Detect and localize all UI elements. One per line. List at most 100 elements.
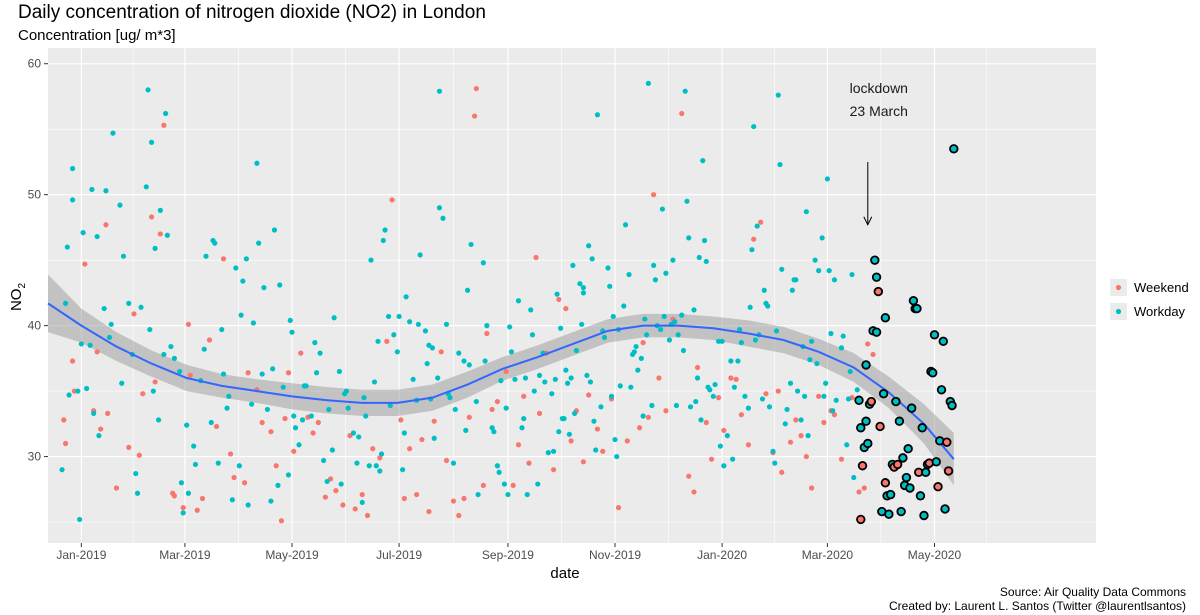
point-workday (572, 410, 578, 416)
point-weekend (180, 505, 186, 511)
point-workday (640, 413, 646, 419)
x-tick-label: Mar-2020 (802, 548, 854, 562)
point-workday (268, 498, 274, 504)
point-workday (519, 425, 525, 431)
point-workday (271, 227, 278, 233)
point-workday (805, 433, 811, 439)
point-weekend (816, 393, 822, 399)
point-workday (507, 324, 513, 330)
caption-credit: Created by: Laurent L. Santos (Twitter @… (889, 599, 1186, 613)
point-workday (417, 252, 423, 258)
point-workday (652, 277, 658, 283)
point-workday (303, 383, 309, 389)
point-weekend (206, 337, 213, 343)
point-workday (828, 330, 834, 337)
point-workday (69, 197, 76, 203)
point-workday (415, 321, 421, 327)
point-weekend (456, 512, 462, 519)
point-workday (76, 516, 83, 523)
point-workday (259, 371, 265, 377)
point-workday (561, 415, 567, 422)
point-workday (461, 358, 467, 364)
point-workday (152, 245, 158, 251)
point-workday (219, 326, 225, 333)
highlighted-point-workday (896, 506, 906, 517)
point-weekend (691, 489, 697, 495)
point-workday (659, 206, 666, 212)
point-workday (731, 384, 737, 390)
highlighted-point-workday (871, 272, 882, 282)
point-workday (617, 383, 623, 389)
point-weekend (803, 453, 809, 460)
highlighted-point-workday (861, 416, 871, 426)
point-workday (329, 447, 335, 453)
point-workday (658, 326, 664, 333)
point-workday (280, 384, 286, 390)
point-workday (236, 463, 242, 469)
point-workday (644, 332, 650, 338)
point-workday (208, 419, 214, 426)
point-weekend (703, 419, 709, 426)
point-workday (75, 388, 81, 394)
point-workday (466, 362, 472, 368)
highlighted-point-workday (915, 491, 926, 501)
point-workday (673, 402, 680, 409)
point-workday (831, 277, 838, 283)
point-workday (579, 321, 585, 327)
point-weekend (471, 113, 478, 119)
point-workday (798, 417, 804, 423)
caption-source: Source: Air Quality Data Commons (999, 585, 1186, 599)
point-workday (161, 351, 167, 358)
point-workday (621, 303, 627, 309)
point-workday (666, 337, 673, 343)
point-workday (380, 237, 386, 244)
point-weekend (131, 311, 137, 317)
point-workday (833, 397, 839, 403)
point-workday (556, 429, 562, 435)
point-workday (782, 421, 788, 427)
point-workday (830, 408, 836, 414)
point-weekend (407, 446, 413, 452)
point-workday (264, 406, 271, 413)
point-workday (240, 278, 246, 284)
point-workday (201, 346, 207, 352)
point-workday (589, 256, 595, 262)
point-workday (261, 285, 267, 291)
point-weekend (94, 349, 100, 355)
point-workday (317, 350, 323, 356)
point-workday (549, 391, 555, 397)
highlighted-point-workday (884, 509, 894, 519)
point-workday (528, 307, 534, 313)
point-weekend (340, 502, 346, 508)
point-workday (593, 447, 599, 453)
point-weekend (694, 364, 701, 371)
point-weekend (721, 427, 727, 433)
point-workday (245, 502, 251, 508)
point-weekend (733, 376, 739, 382)
point-workday (580, 290, 587, 296)
point-workday (147, 326, 153, 333)
point-weekend (865, 341, 871, 347)
point-workday (694, 375, 701, 381)
x-tick-label: Jan-2020 (697, 548, 747, 562)
point-workday (138, 304, 144, 310)
point-weekend (315, 419, 321, 426)
point-workday (91, 410, 97, 416)
point-workday (759, 396, 766, 402)
point-workday (651, 262, 657, 268)
point-workday (661, 313, 667, 320)
point-workday (536, 372, 543, 378)
point-weekend (105, 410, 111, 416)
point-weekend (645, 414, 651, 420)
point-weekend (856, 489, 862, 495)
point-workday (586, 243, 592, 249)
point-weekend (431, 418, 437, 424)
point-workday (728, 358, 734, 364)
point-workday (761, 287, 767, 293)
point-workday (663, 270, 669, 276)
point-weekend (568, 438, 574, 444)
point-workday (256, 240, 262, 246)
point-workday (475, 491, 481, 498)
point-workday (675, 332, 681, 338)
point-workday (96, 433, 102, 439)
